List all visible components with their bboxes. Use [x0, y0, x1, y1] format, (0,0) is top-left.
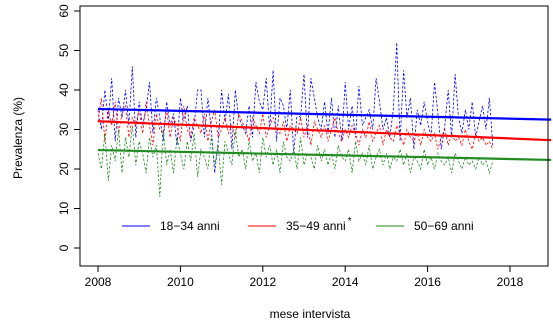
series-2-monthly-line: [97, 125, 494, 197]
y-axis-title: Prevalenza (%): [11, 97, 25, 179]
x-axis-title: mese intervista: [270, 307, 351, 320]
y-tick-label: 10: [57, 202, 71, 216]
plot-frame: [79, 5, 549, 267]
x-tick-label: 2010: [167, 275, 194, 289]
legend: 18−34 anni 35−49 anni * 50−69 anni: [122, 216, 474, 233]
series-lines: [97, 42, 552, 197]
x-tick-label: 2008: [85, 275, 112, 289]
y-tick-label: 60: [57, 4, 71, 18]
series-1-monthly-line: [97, 97, 494, 151]
series-1-trend-line: [97, 120, 552, 142]
y-tick-label: 50: [57, 44, 71, 58]
y-tick-label: 0: [57, 244, 71, 251]
x-tick-label: 2014: [332, 275, 359, 289]
y-tick-label: 40: [57, 83, 71, 97]
axes: 2008 2010 2012 2014 2016 2018 0 10 20 30 40 50 60: [57, 4, 524, 289]
x-tick-label: 2012: [249, 275, 276, 289]
series-0-trend-line: [97, 107, 552, 121]
series-2-trend-line: [97, 148, 552, 162]
legend-marker: *: [348, 216, 352, 227]
y-tick-label: 30: [57, 123, 71, 137]
x-tick-label: 2018: [497, 275, 524, 289]
legend-label: 35−49 anni: [286, 219, 346, 233]
legend-label: 50−69 anni: [414, 219, 474, 233]
y-tick-label: 20: [57, 162, 71, 176]
legend-label: 18−34 anni: [160, 219, 220, 233]
x-tick-label: 2016: [414, 275, 441, 289]
